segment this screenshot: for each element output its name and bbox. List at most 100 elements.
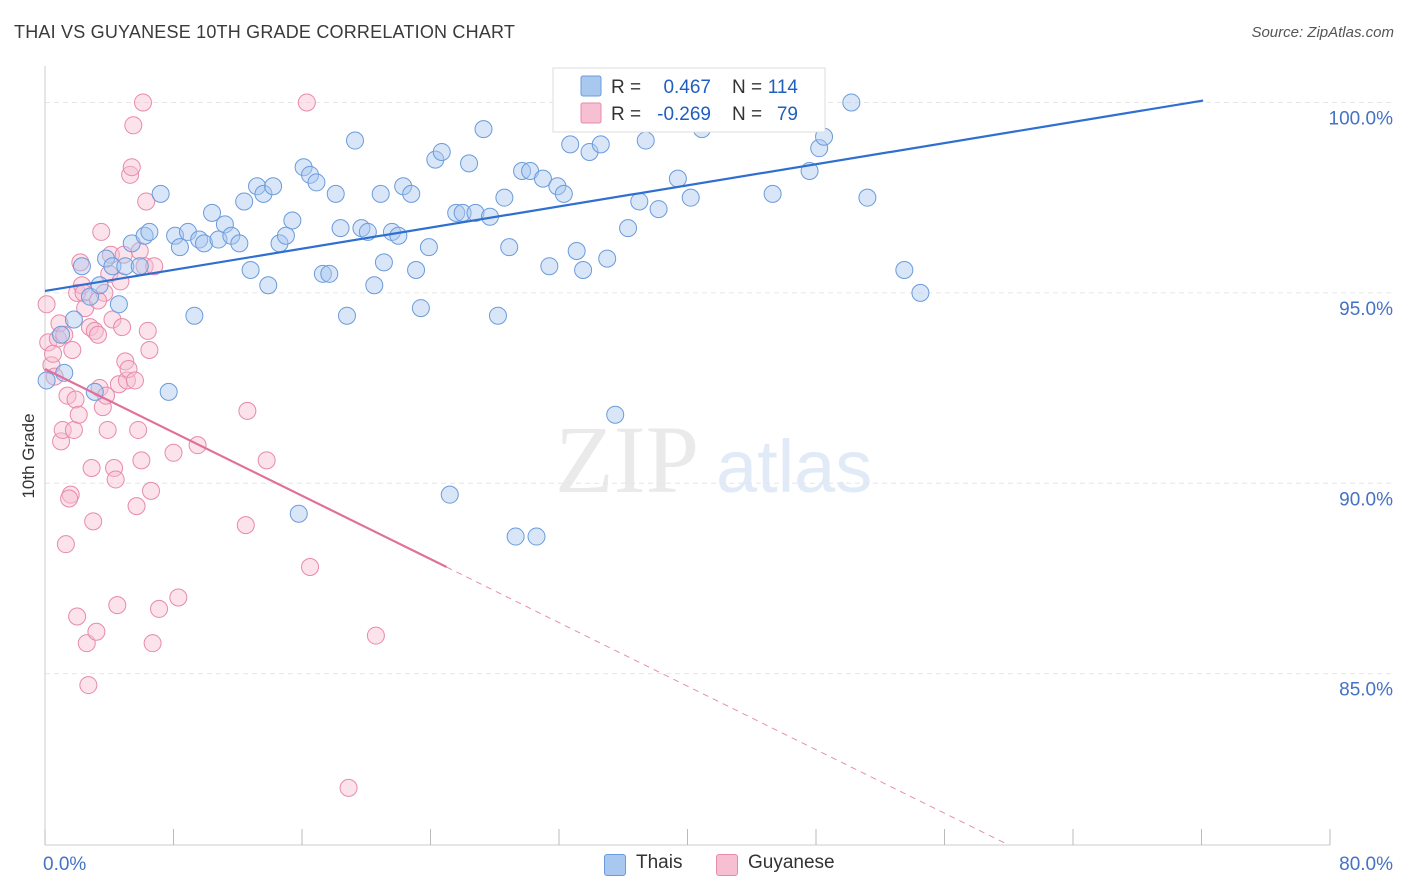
guyanese-point xyxy=(52,432,71,451)
thai-point xyxy=(419,238,438,257)
thai-point xyxy=(447,203,466,222)
guyanese-point xyxy=(257,451,276,470)
bottom-legend-label-guyanese: Guyanese xyxy=(748,852,835,873)
guyanese-point xyxy=(87,622,106,641)
guyanese-point xyxy=(143,634,162,653)
watermark-atlas: atlas xyxy=(716,425,872,508)
thai-point xyxy=(52,325,71,344)
axes xyxy=(44,66,1331,846)
thai-point xyxy=(374,253,393,272)
guyanese-point xyxy=(140,340,159,359)
guyanese-trend-line xyxy=(44,368,448,569)
thai-point xyxy=(426,150,445,169)
legend-n-label-guyanese: N = xyxy=(732,104,762,125)
thai-point xyxy=(259,276,278,295)
thai-point xyxy=(365,276,384,295)
y-axis-label: 10th Grade xyxy=(19,413,38,498)
thai-point xyxy=(440,485,459,504)
y-tick-label: 90.0% xyxy=(1339,489,1393,510)
gridlines xyxy=(45,101,1392,675)
guyanese-point xyxy=(89,325,108,344)
thai-point xyxy=(574,261,593,280)
guyanese-point xyxy=(63,340,82,359)
legend-n-value-guyanese: 79 xyxy=(777,104,798,125)
guyanese-point xyxy=(236,516,255,535)
guyanese-point xyxy=(103,310,122,329)
thai-point xyxy=(466,203,485,222)
chart-title: THAI VS GUYANESE 10TH GRADE CORRELATION … xyxy=(14,22,516,42)
thai-trend-line xyxy=(44,99,1204,293)
guyanese-point xyxy=(145,257,164,276)
thai-point xyxy=(289,504,308,523)
thai-point xyxy=(294,158,313,177)
thai-point xyxy=(331,219,350,238)
correlation-legend: R = 0.467 N = 114 R = -0.269 N = 79 xyxy=(552,67,826,133)
thai-point xyxy=(159,382,178,401)
thai-point xyxy=(668,169,687,188)
thai-point xyxy=(185,306,204,325)
guyanese-point xyxy=(137,192,156,211)
guyanese-point xyxy=(119,360,138,379)
thai-point xyxy=(842,93,861,112)
thai-point xyxy=(389,226,408,245)
thai-point xyxy=(407,261,426,280)
guyanese-point xyxy=(92,222,111,241)
guyanese-point xyxy=(125,371,144,390)
guyanese-point xyxy=(169,588,188,607)
legend-swatch-guyanese xyxy=(580,102,602,124)
guyanese-point xyxy=(60,489,79,508)
guyanese-point xyxy=(98,420,117,439)
thai-point xyxy=(140,222,159,241)
thai-point xyxy=(895,261,914,280)
thai-point xyxy=(241,261,260,280)
thai-point xyxy=(254,184,273,203)
thai-point xyxy=(460,154,479,173)
thai-point xyxy=(72,257,91,276)
thai-point xyxy=(567,241,586,260)
thai-point xyxy=(540,257,559,276)
legend-r-label-guyanese: R = xyxy=(611,104,641,125)
thai-point xyxy=(533,169,552,188)
guyanese-point xyxy=(133,93,152,112)
guyanese-point xyxy=(164,443,183,462)
thai-point xyxy=(911,283,930,302)
guyanese-point xyxy=(121,165,140,184)
thai-point xyxy=(649,200,668,219)
source-credit: Source: ZipAtlas.com xyxy=(1251,24,1394,41)
thai-point xyxy=(90,276,109,295)
legend-n-value-thai: 114 xyxy=(768,77,799,98)
guyanese-point xyxy=(68,607,87,626)
guyanese-trend-dashed xyxy=(446,566,1009,846)
thai-point xyxy=(130,257,149,276)
thai-point xyxy=(548,177,567,196)
guyanese-point xyxy=(127,497,146,516)
guyanese-point xyxy=(111,272,130,291)
guyanese-point xyxy=(366,626,385,645)
guyanese-point xyxy=(64,420,83,439)
guyanese-point xyxy=(84,512,103,531)
thai-point xyxy=(561,135,580,154)
thai-point xyxy=(488,306,507,325)
bottom-legend-swatch-thai xyxy=(604,854,626,876)
y-tick-label: 85.0% xyxy=(1339,680,1393,701)
guyanese-point xyxy=(69,405,88,424)
thai-point xyxy=(320,264,339,283)
thai-point xyxy=(591,135,610,154)
x-tick-label: 80.0% xyxy=(1339,854,1393,875)
thai-point xyxy=(371,184,390,203)
thai-point xyxy=(116,257,135,276)
legend-n-label-thai: N = xyxy=(732,77,762,98)
thai-point xyxy=(527,527,546,546)
guyanese-point xyxy=(56,535,75,554)
guyanese-point xyxy=(238,401,257,420)
thai-point xyxy=(203,203,222,222)
thai-point xyxy=(276,226,295,245)
guyanese-point xyxy=(113,318,132,337)
thai-point xyxy=(598,249,617,268)
guyanese-point xyxy=(82,459,101,478)
trend-lines xyxy=(44,99,1204,569)
guyanese-point xyxy=(50,314,69,333)
guyanese-point xyxy=(106,470,125,489)
guyanese-trend-extension xyxy=(446,566,1009,846)
